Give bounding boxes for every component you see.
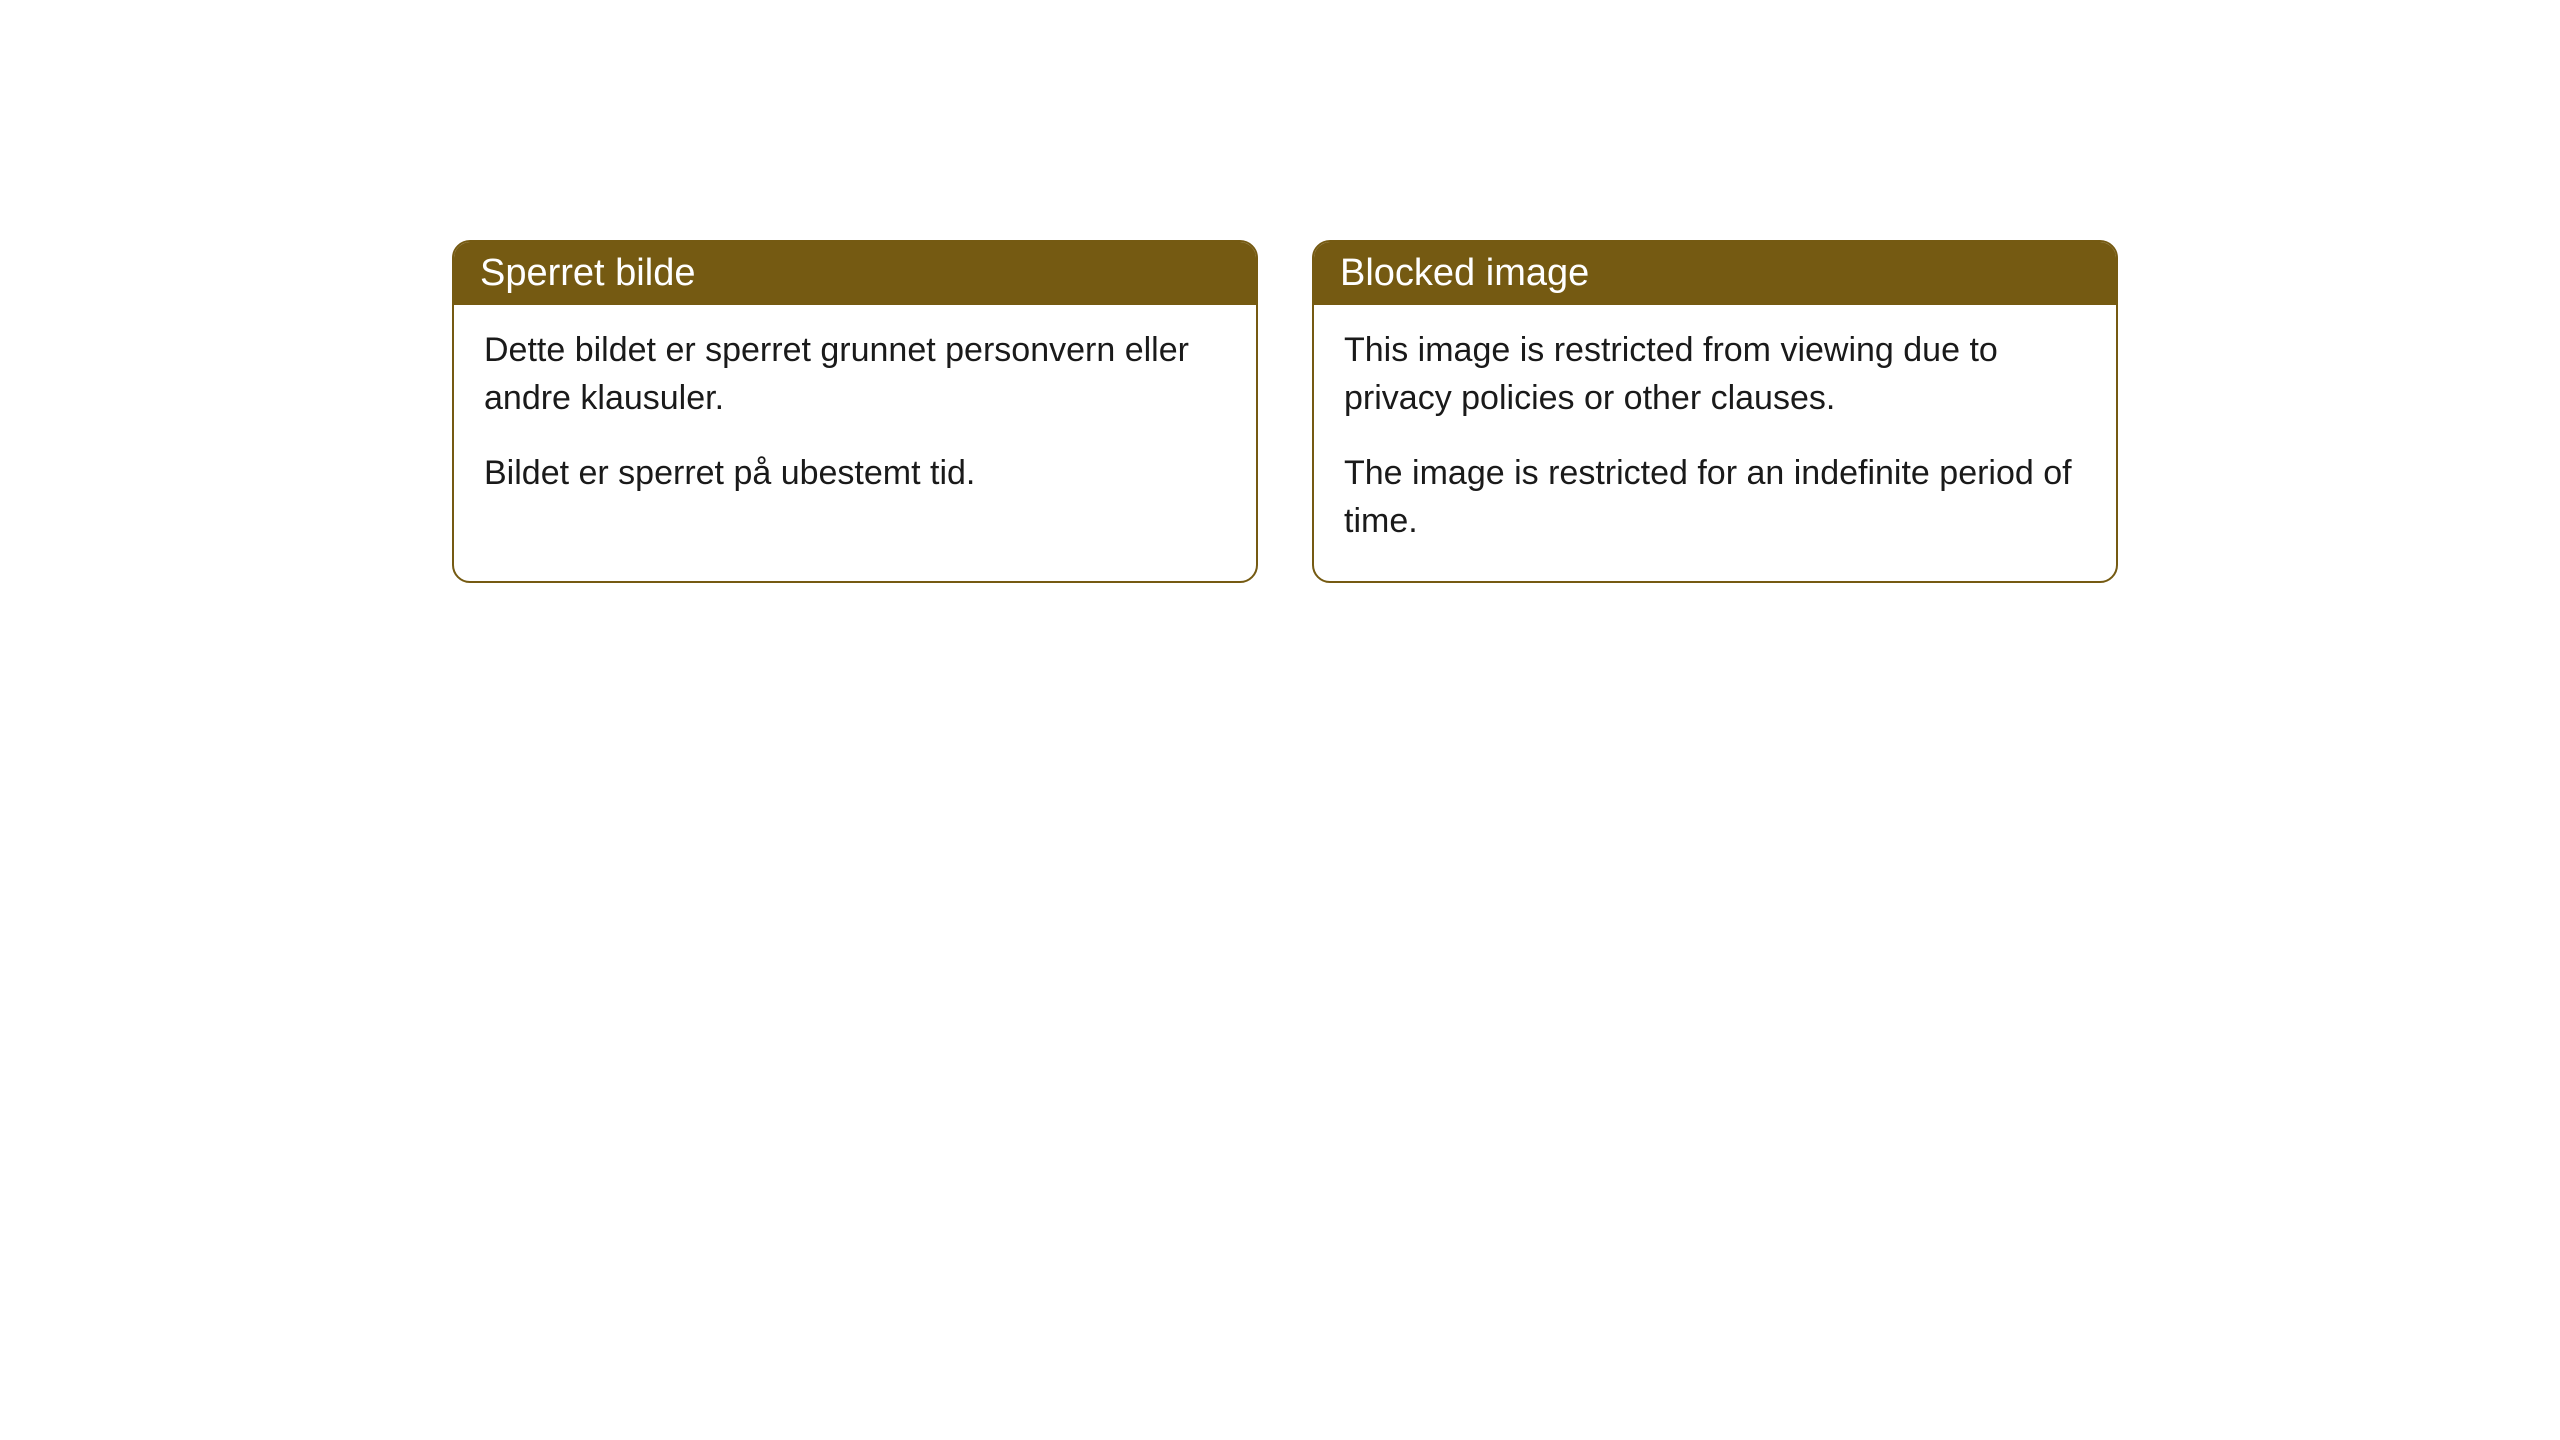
card-header: Sperret bilde [454, 242, 1256, 305]
card-title: Blocked image [1340, 252, 1589, 294]
blocked-image-card-norwegian: Sperret bilde Dette bildet er sperret gr… [452, 240, 1258, 583]
cards-container: Sperret bilde Dette bildet er sperret gr… [452, 240, 2560, 583]
card-title: Sperret bilde [480, 252, 695, 294]
card-paragraph: Dette bildet er sperret grunnet personve… [484, 327, 1226, 422]
card-body: This image is restricted from viewing du… [1314, 305, 2116, 581]
card-paragraph: The image is restricted for an indefinit… [1344, 450, 2086, 545]
blocked-image-card-english: Blocked image This image is restricted f… [1312, 240, 2118, 583]
card-paragraph: Bildet er sperret på ubestemt tid. [484, 450, 1226, 498]
card-paragraph: This image is restricted from viewing du… [1344, 327, 2086, 422]
card-body: Dette bildet er sperret grunnet personve… [454, 305, 1256, 534]
card-header: Blocked image [1314, 242, 2116, 305]
